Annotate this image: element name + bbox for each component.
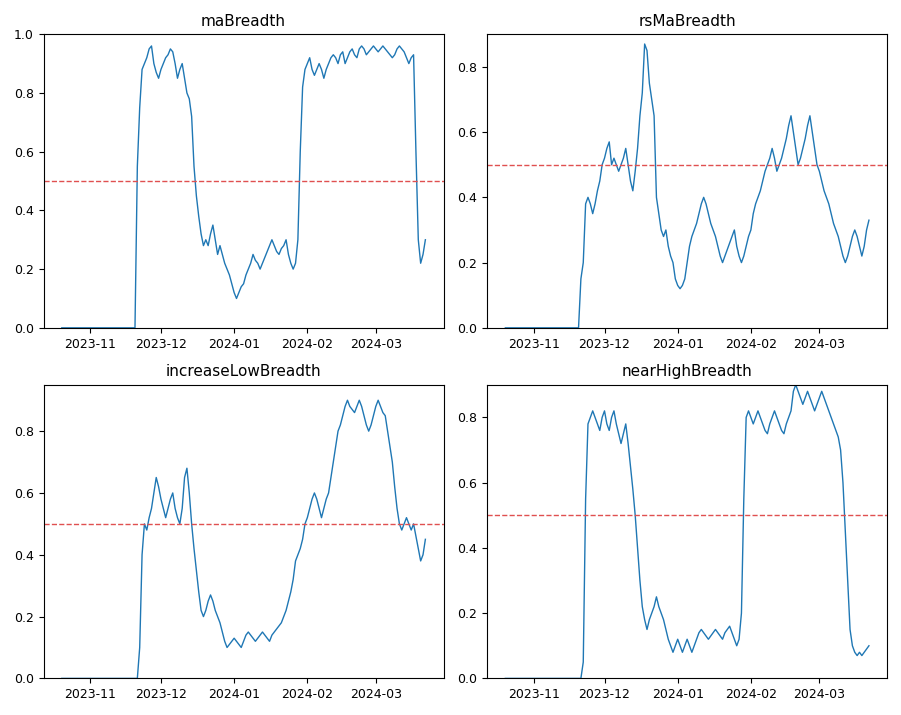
- Title: nearHighBreadth: nearHighBreadth: [622, 365, 752, 380]
- Title: increaseLowBreadth: increaseLowBreadth: [166, 365, 322, 380]
- Title: rsMaBreadth: rsMaBreadth: [638, 14, 736, 29]
- Title: maBreadth: maBreadth: [201, 14, 287, 29]
